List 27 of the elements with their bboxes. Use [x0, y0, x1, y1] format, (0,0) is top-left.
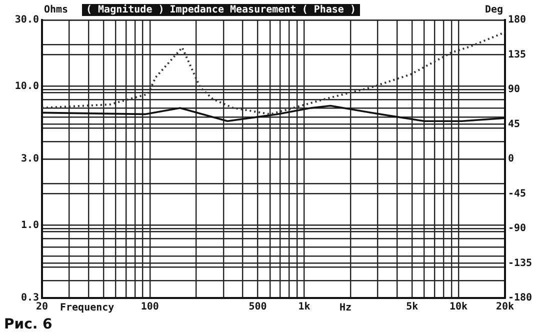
x-tick-label: 20k — [496, 302, 514, 313]
chart-title: Impedance Measurement — [170, 4, 296, 16]
x-tick-label: 5k — [406, 302, 418, 313]
y-tick-label: 10.0 — [14, 80, 39, 92]
y2-tick-label: 90 — [508, 84, 520, 96]
text: Hz — [339, 302, 352, 314]
x-tick-label: 1k — [298, 302, 310, 313]
y-tick-label: 1.0 — [20, 220, 39, 231]
y2-tick-label: -45 — [508, 188, 526, 200]
x-tick-label: 20 — [36, 302, 48, 313]
text: ( Magnitude ) — [86, 4, 164, 16]
y2-tick-label: -90 — [508, 223, 526, 234]
y2-tick-label: -135 — [508, 258, 532, 269]
y-axis-title: Ohms — [44, 4, 68, 16]
text: Рис. 6 — [4, 316, 52, 332]
y2-tick-label: 45 — [508, 118, 520, 130]
x-axis-title: Frequency — [60, 302, 114, 314]
y-tick-label: 3.0 — [20, 154, 39, 165]
x-tick-label: 100 — [140, 302, 159, 313]
x-tick-label: 500 — [248, 302, 267, 313]
y2-tick-label: 135 — [508, 49, 526, 60]
text: ( Phase ) — [302, 4, 356, 16]
y2-tick-label: 0 — [508, 154, 514, 165]
y2-axis-title: Deg — [484, 4, 503, 16]
x-tick-label: 10k — [450, 302, 468, 313]
y2-tick-label: 180 — [508, 14, 526, 26]
y-tick-label: 30.0 — [14, 14, 39, 26]
